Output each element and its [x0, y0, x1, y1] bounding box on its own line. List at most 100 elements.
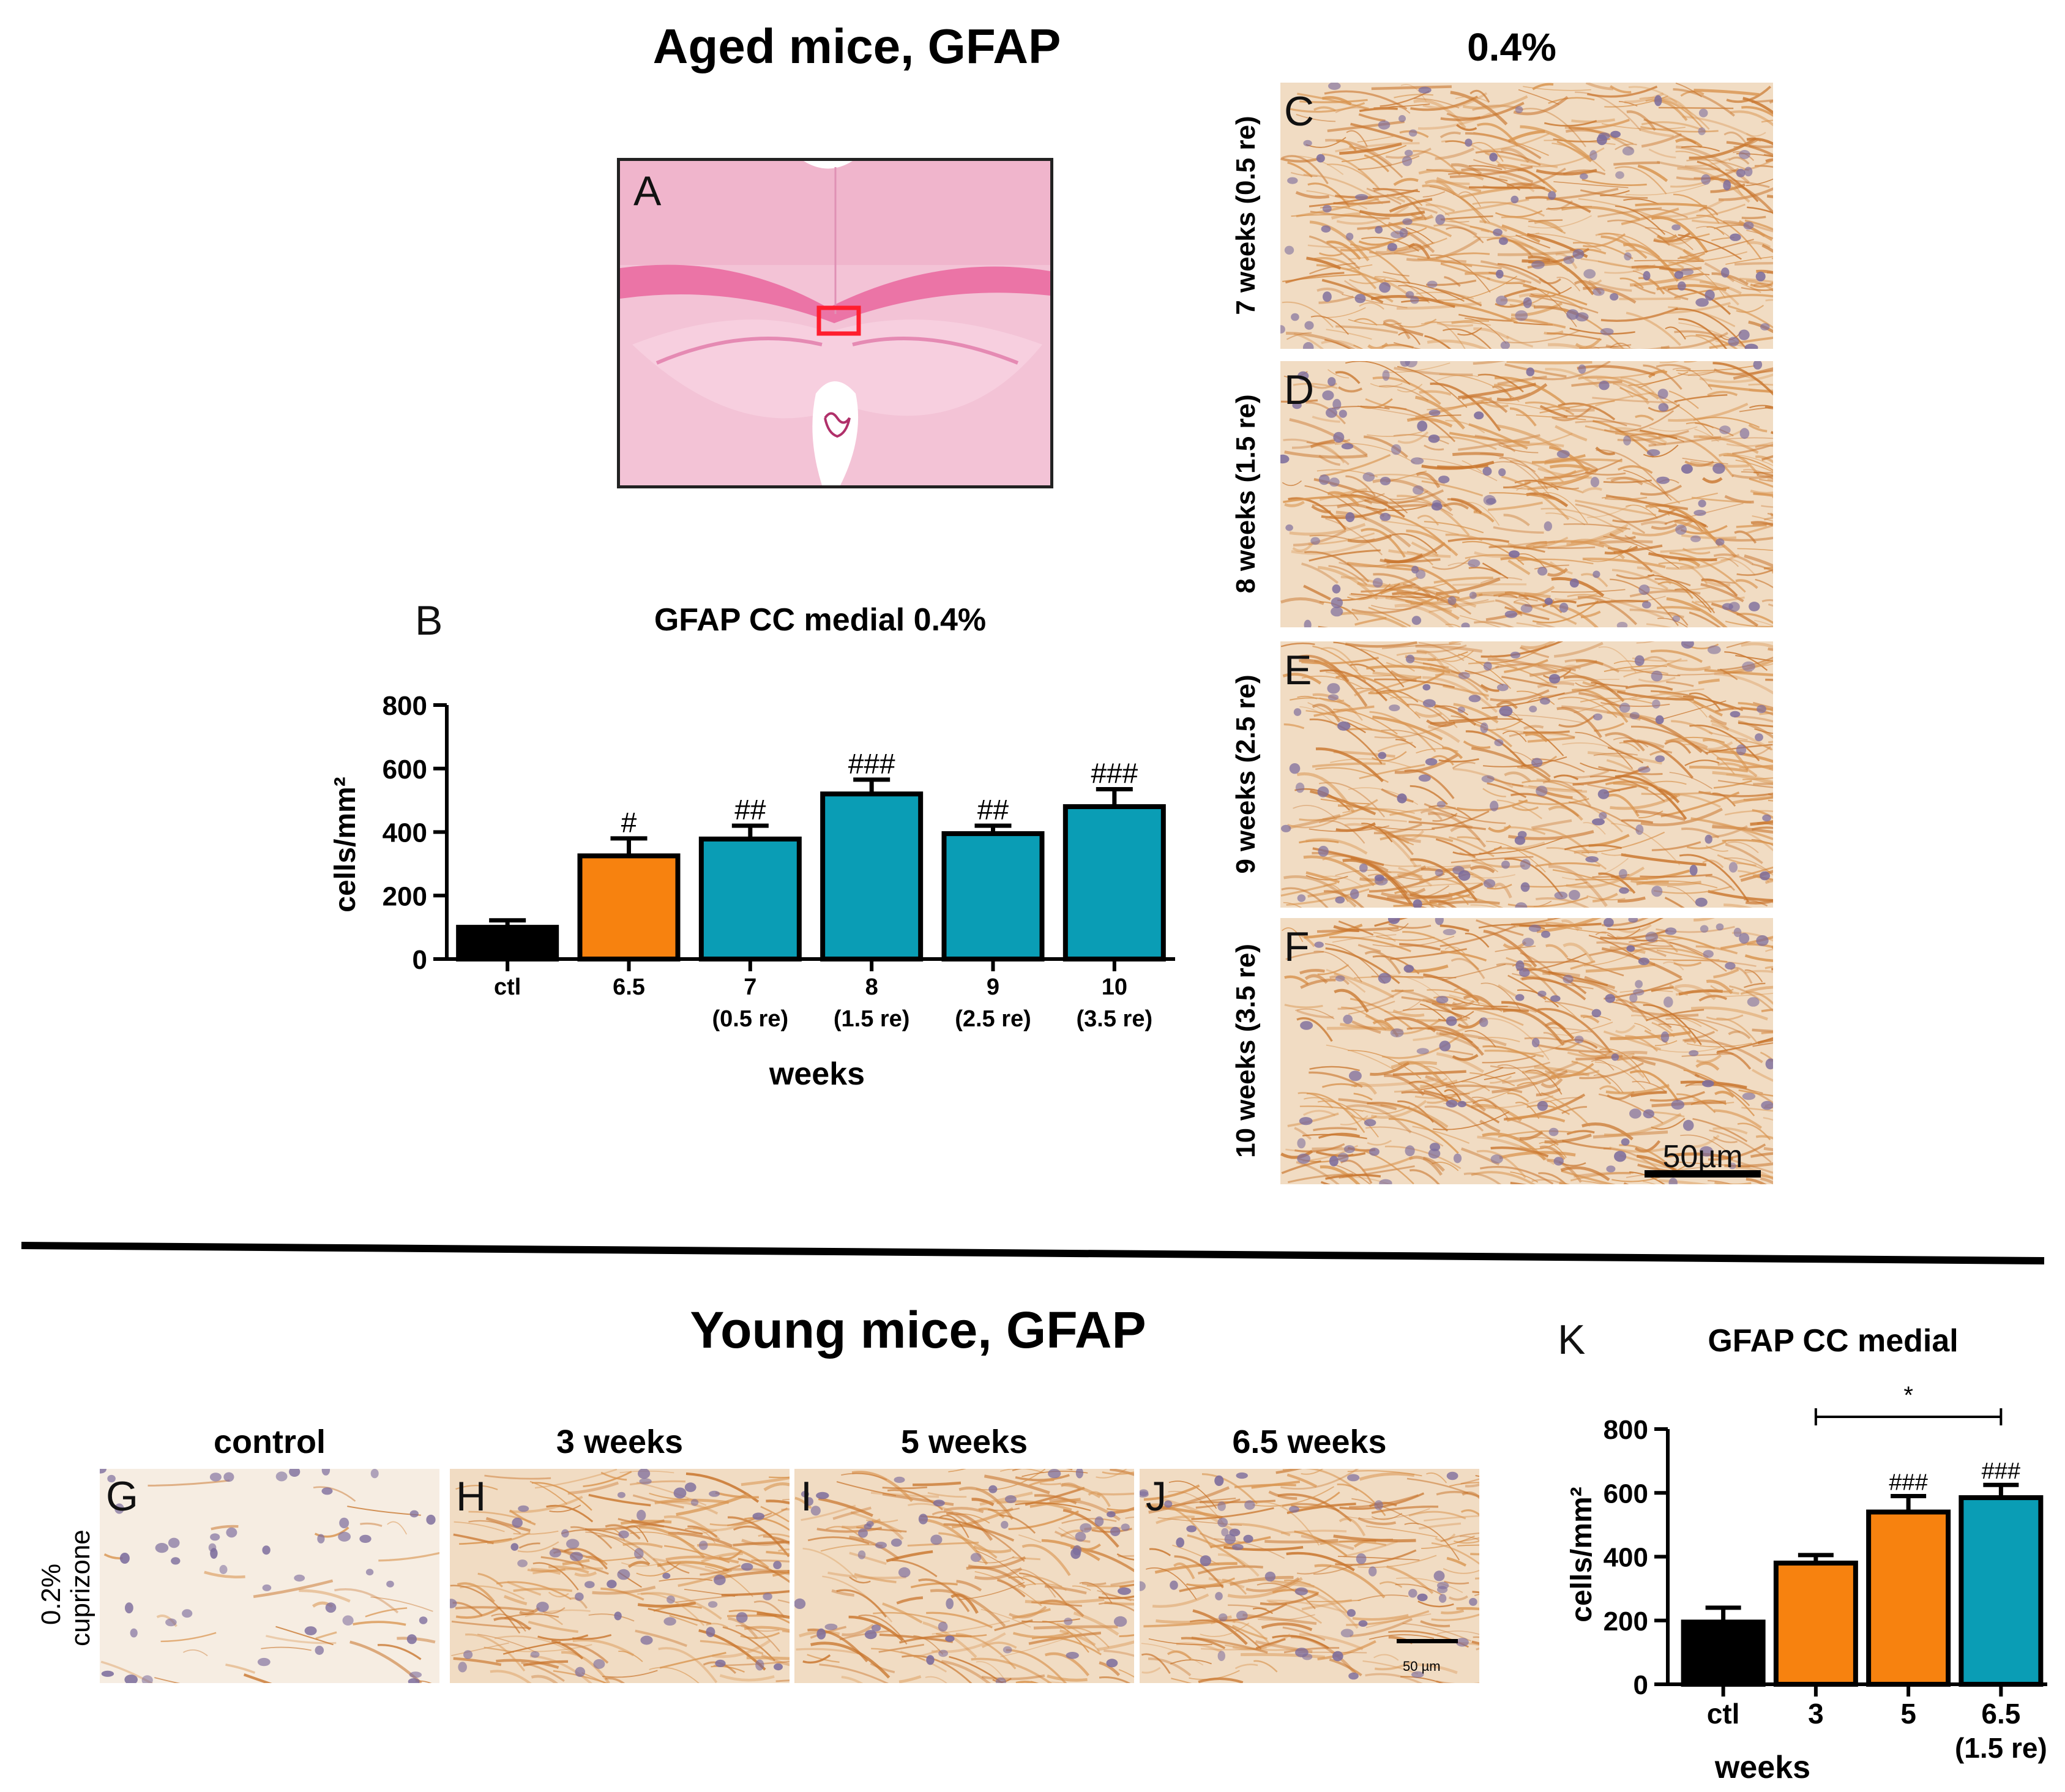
- x-tick-label: 3: [1808, 1698, 1824, 1730]
- scale-bar-label: 50µm: [1662, 1139, 1743, 1174]
- micro-panel-i: I: [794, 1469, 1134, 1683]
- micro-panel-f: F 50µm: [1280, 918, 1773, 1184]
- micro-panel-title-g: control: [214, 1424, 326, 1460]
- stain-texture: [1280, 918, 1773, 1184]
- x-tick-label: 8: [865, 974, 878, 1000]
- significance-annotation: #: [621, 807, 637, 838]
- panel-a-brain-section: A: [617, 158, 1053, 488]
- bar-5: [1866, 1509, 1951, 1687]
- y-tick-label: 600: [383, 755, 427, 785]
- micro-panel-d: D: [1280, 361, 1773, 627]
- x-tick-sublabel: (0.5 re): [712, 1006, 789, 1032]
- scale-bar-line: [1645, 1170, 1761, 1178]
- x-tick-sublabel: (1.5 re): [1955, 1732, 2047, 1764]
- y-tick-label: 0: [1634, 1670, 1648, 1700]
- stain-texture: [794, 1469, 1134, 1683]
- significance-annotation: ###: [1091, 757, 1138, 789]
- x-tick-label: ctl: [1707, 1698, 1740, 1730]
- chart-k-xlabel: weeks: [1714, 1750, 1810, 1785]
- x-tick-label: 5: [1900, 1698, 1916, 1730]
- significance-annotation: ###: [1889, 1469, 1927, 1495]
- panel-letter-c: C: [1284, 88, 1315, 135]
- significance-annotation: ###: [1982, 1458, 2020, 1484]
- cuprizone-word: cuprizone: [65, 1529, 95, 1646]
- brain-section-image: [620, 161, 1050, 485]
- significance-star: *: [1903, 1382, 1913, 1409]
- cuprizone-side-label: 0.2% cuprizone: [36, 1529, 95, 1646]
- y-tick-label: 400: [1604, 1543, 1648, 1573]
- chart-k: GFAP CC medial cells/mm² weeks 0 200 400 60…: [1566, 1323, 2047, 1785]
- x-tick-label: 6.5: [613, 974, 645, 1000]
- chart-b-xlabel: weeks: [769, 1056, 865, 1092]
- x-tick-label: 6.5: [1981, 1698, 2020, 1730]
- panel-letter-a: A: [633, 168, 662, 214]
- aged-title: Aged mice, GFAP: [652, 19, 1061, 73]
- bar-9: [941, 831, 1045, 961]
- x-tick-label: 10: [1102, 974, 1127, 1000]
- bar-6-5: [577, 853, 681, 961]
- bar-3: [1773, 1560, 1858, 1687]
- micro-panel-j: J 50 µm: [1140, 1469, 1479, 1683]
- micro-panel-title-h: 3 weeks: [556, 1424, 684, 1460]
- chart-b: GFAP CC medial 0.4% cells/mm² weeks 0 200…: [329, 602, 1175, 1092]
- region-of-interest-box: [816, 305, 861, 336]
- panel-letter-b: B: [415, 597, 443, 644]
- y-tick-label: 800: [1604, 1415, 1648, 1445]
- y-tick-label: 400: [383, 818, 427, 848]
- panel-letter-f: F: [1284, 924, 1310, 970]
- stain-texture: [1280, 361, 1773, 627]
- young-title: Young mice, GFAP: [690, 1301, 1146, 1359]
- scale-bar-line: [1397, 1639, 1458, 1643]
- chart-b-ylabel: cells/mm²: [329, 777, 362, 912]
- bar-6-5: [1959, 1495, 2044, 1687]
- panel-letter-e: E: [1284, 647, 1312, 693]
- micro-panel-g: G: [100, 1469, 439, 1683]
- panel-letter-d: D: [1284, 367, 1315, 413]
- micro-panel-h: H: [450, 1469, 790, 1683]
- panel-letter-g: G: [106, 1473, 138, 1520]
- section-divider: [21, 1242, 2045, 1264]
- x-tick-sublabel: (2.5 re): [955, 1006, 1031, 1032]
- cuprizone-concentration: 0.2%: [36, 1563, 66, 1626]
- micro-panel-title-j: 6.5 weeks: [1232, 1424, 1387, 1460]
- x-tick-label: 9: [987, 974, 999, 1000]
- x-tick-sublabel: (3.5 re): [1077, 1006, 1153, 1032]
- panel-letter-h: H: [456, 1473, 487, 1520]
- micro-panel-label-d: 8 weeks (1.5 re): [1231, 394, 1261, 594]
- panel-letter-i: I: [801, 1473, 812, 1520]
- y-tick-label: 600: [1604, 1479, 1648, 1509]
- y-tick-label: 200: [383, 881, 427, 911]
- chart-k-title: GFAP CC medial: [1708, 1323, 1958, 1359]
- significance-annotation: ##: [734, 794, 766, 826]
- y-tick-label: 800: [383, 691, 427, 721]
- y-tick-label: 0: [413, 945, 427, 975]
- scale-bar: 50µm: [1645, 1138, 1761, 1178]
- micro-panel-label-f: 10 weeks (3.5 re): [1231, 944, 1261, 1158]
- significance-annotation: ###: [848, 748, 895, 780]
- bar-ctl: [1681, 1619, 1766, 1687]
- chart-k-ylabel: cells/mm²: [1566, 1487, 1598, 1622]
- panel-letter-j: J: [1146, 1473, 1167, 1520]
- micro-panel-c: C: [1280, 83, 1773, 349]
- micro-panel-title-i: 5 weeks: [900, 1424, 1028, 1460]
- micro-panel-label-e: 9 weeks (2.5 re): [1231, 674, 1261, 874]
- concentration-title: 0.4%: [1467, 25, 1556, 69]
- stain-texture: [1140, 1469, 1479, 1683]
- bar-ctl: [456, 925, 559, 961]
- micro-panel-label-c: 7 weeks (0.5 re): [1231, 116, 1261, 315]
- scale-bar-label: 50 µm: [1403, 1659, 1441, 1674]
- x-tick-label: ctl: [494, 974, 521, 1000]
- bar-10: [1062, 804, 1166, 961]
- x-tick-sublabel: (1.5 re): [834, 1006, 910, 1032]
- bar-8: [820, 791, 924, 961]
- stain-texture: [100, 1469, 439, 1683]
- stain-texture: [450, 1469, 790, 1683]
- micro-panel-e: E: [1280, 641, 1773, 908]
- x-tick-label: 7: [744, 974, 756, 1000]
- significance-annotation: ##: [977, 794, 1009, 826]
- chart-b-title: GFAP CC medial 0.4%: [654, 602, 986, 638]
- y-tick-label: 200: [1604, 1607, 1648, 1637]
- stain-texture: [1280, 83, 1773, 349]
- stain-texture: [1280, 641, 1773, 908]
- panel-letter-k: K: [1558, 1316, 1586, 1363]
